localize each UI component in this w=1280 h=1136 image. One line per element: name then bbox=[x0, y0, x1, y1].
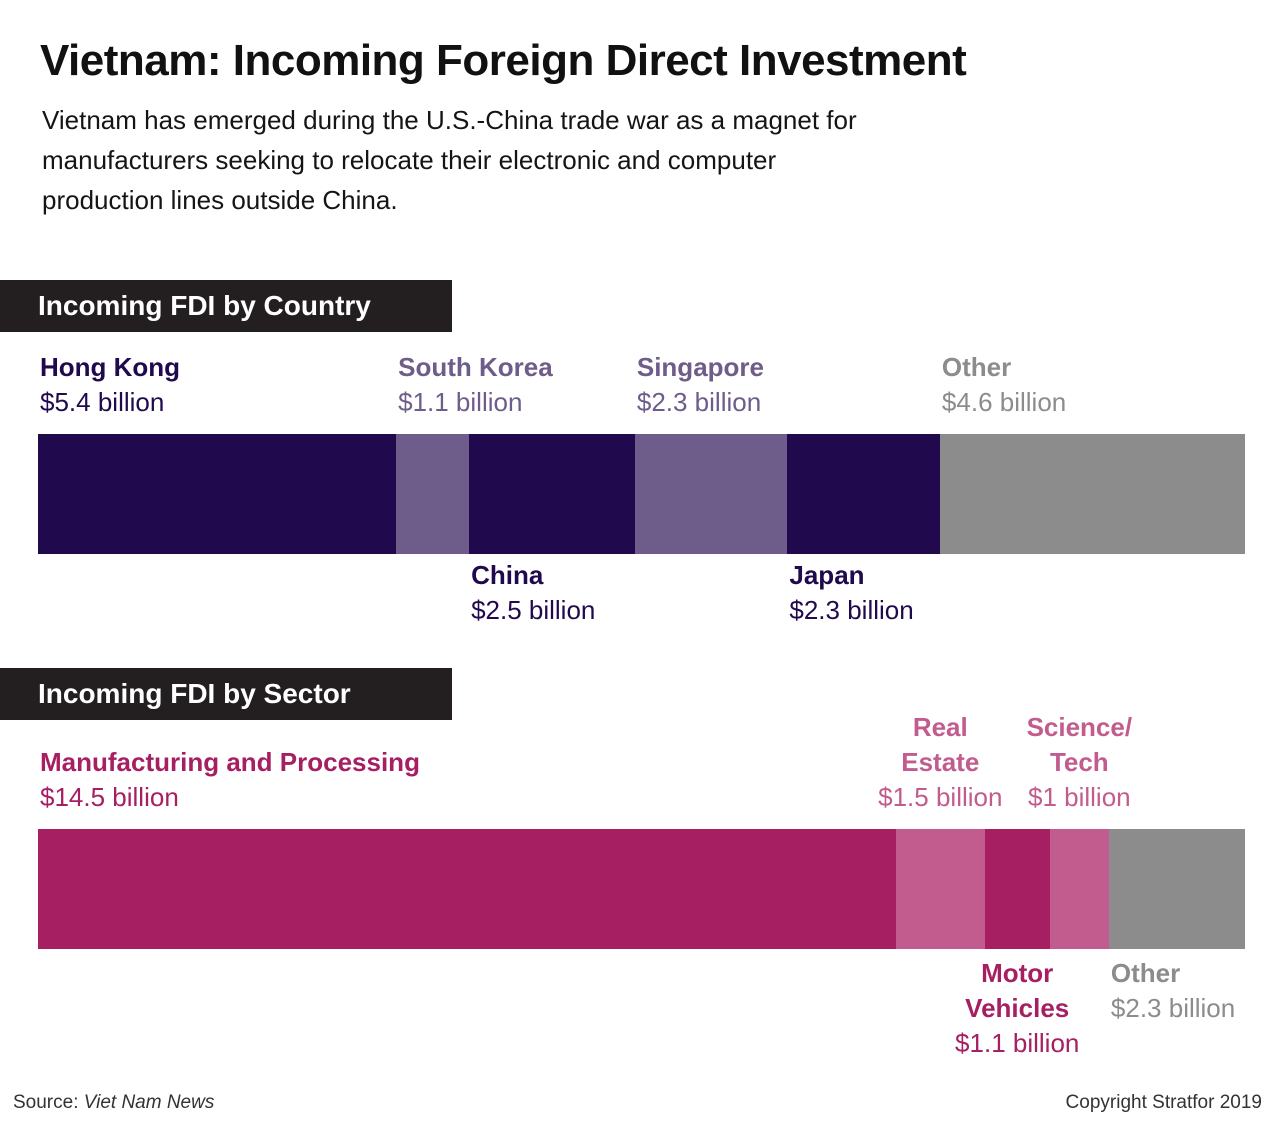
chart-subtitle: Vietnam has emerged during the U.S.-Chin… bbox=[42, 105, 857, 215]
sector-section-header: Incoming FDI by Sector bbox=[0, 668, 452, 720]
country-value-label: $2.5 billion bbox=[471, 595, 596, 625]
country-bar-segment bbox=[634, 434, 788, 554]
country-bar-segment bbox=[469, 434, 636, 554]
sector-segment-label: Manufacturing and Processing $14.5 billio… bbox=[40, 745, 420, 815]
country-bar-segment bbox=[939, 434, 1246, 554]
sector-category-name: Other bbox=[1110, 958, 1181, 988]
sector-segment-label: Motor Vehicles $1.1 billion bbox=[927, 956, 1107, 1061]
sector-value-label: $1.5 billion bbox=[878, 782, 1003, 812]
copyright-note: Copyright Stratfor 2019 bbox=[1065, 1092, 1262, 1113]
sector-bar-segment bbox=[984, 829, 1051, 949]
country-bar-segment bbox=[38, 434, 397, 554]
country-value-label: $1.1 billion bbox=[398, 387, 523, 417]
country-category-name: Singapore bbox=[636, 352, 764, 382]
country-value-label: $5.4 billion bbox=[40, 387, 165, 417]
sector-category-name: Manufacturing and Processing bbox=[40, 747, 420, 777]
sector-value-label: $1 billion bbox=[1028, 782, 1131, 812]
sector-value-label: $1.1 billion bbox=[955, 1028, 1080, 1058]
sector-segment-label: Science/ Tech $1 billion bbox=[989, 710, 1169, 815]
country-category-name: Other bbox=[941, 352, 1012, 382]
country-stacked-bar bbox=[38, 434, 1246, 554]
sector-bar-segment bbox=[1108, 829, 1246, 949]
sector-bar-segment bbox=[895, 829, 986, 949]
source-prefix: Source: bbox=[13, 1092, 84, 1113]
country-category-name: China bbox=[471, 560, 544, 590]
country-segment-label: Hong Kong $5.4 billion bbox=[40, 350, 180, 420]
sector-segment-label: Other $2.3 billion bbox=[1111, 956, 1235, 1026]
country-bar-segment bbox=[396, 434, 470, 554]
country-value-label: $4.6 billion bbox=[941, 387, 1067, 417]
sector-segment-label: Real Estate $1.5 billion bbox=[850, 710, 1030, 815]
country-category-name: Japan bbox=[789, 560, 865, 590]
sector-stacked-bar bbox=[38, 829, 1246, 949]
country-segment-label: Other $4.6 billion bbox=[942, 350, 1066, 420]
country-section-header: Incoming FDI by Country bbox=[0, 280, 452, 332]
country-segment-label: China $2.5 billion bbox=[471, 558, 595, 628]
country-category-name: South Korea bbox=[398, 352, 553, 382]
country-segment-label: Japan $2.3 billion bbox=[789, 558, 913, 628]
source-note: Source: Viet Nam News bbox=[13, 1092, 214, 1114]
country-segment-label: Singapore $2.3 billion bbox=[637, 350, 764, 420]
source-name: Viet Nam News bbox=[83, 1092, 215, 1113]
country-segment-label: South Korea $1.1 billion bbox=[398, 350, 553, 420]
sector-category-name: Real Estate bbox=[901, 712, 980, 777]
sector-value-label: $2.3 billion bbox=[1110, 993, 1236, 1023]
sector-category-name: Motor Vehicles bbox=[965, 958, 1070, 1023]
sector-value-label: $14.5 billion bbox=[40, 782, 179, 812]
sector-bar-segment bbox=[38, 829, 897, 949]
country-category-name: Hong Kong bbox=[40, 352, 181, 382]
sector-category-name: Science/ Tech bbox=[1026, 712, 1133, 777]
country-value-label: $2.3 billion bbox=[636, 387, 762, 417]
country-bar-segment bbox=[787, 434, 941, 554]
chart-title: Vietnam: Incoming Foreign Direct Investm… bbox=[40, 36, 967, 85]
country-value-label: $2.3 billion bbox=[789, 595, 914, 625]
sector-bar-segment bbox=[1049, 829, 1110, 949]
